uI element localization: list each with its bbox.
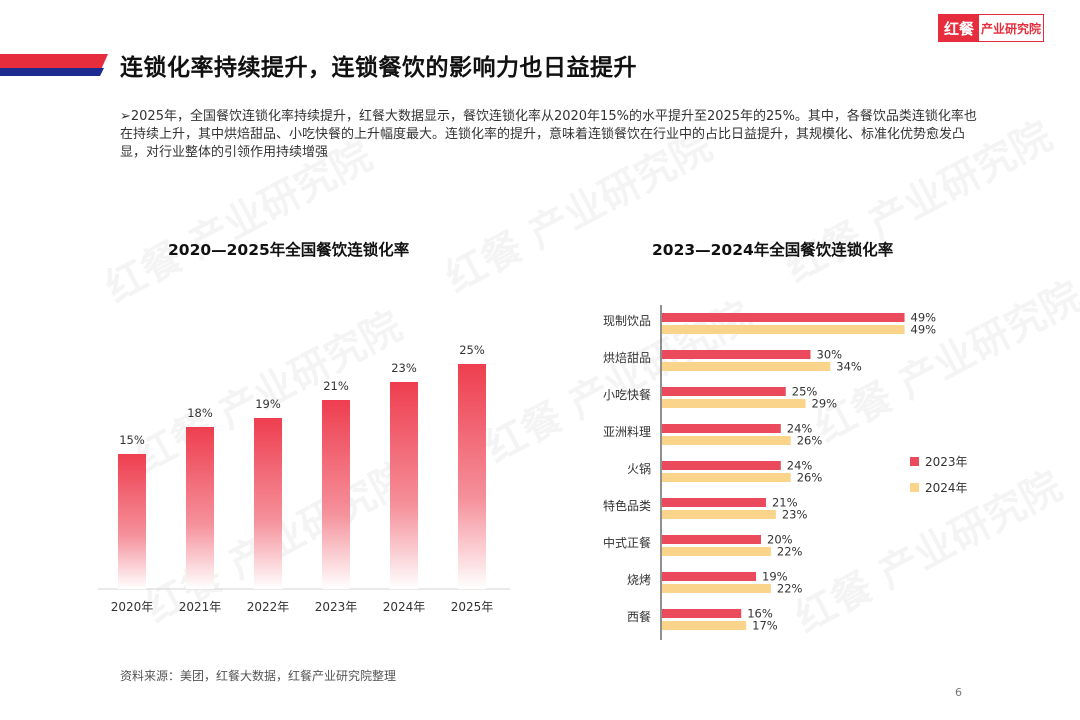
bar-2023年 xyxy=(662,609,742,618)
bar-value-label: 23% xyxy=(782,508,808,522)
bar-2024年 xyxy=(662,547,771,556)
summary-text: ➢2025年，全国餐饮连锁化率持续提升，红餐大数据显示，餐饮连锁化率从2020年… xyxy=(120,109,977,160)
legend-item-2023: 2023年 xyxy=(910,452,968,470)
bar-2023年 xyxy=(662,350,811,359)
chart-title-right: 2023—2024年全国餐饮连锁化率 xyxy=(652,241,894,259)
bar-value-label: 49% xyxy=(911,323,937,337)
bar-2023年 xyxy=(662,498,766,507)
bar-value-label: 24% xyxy=(787,459,813,473)
bar-2023年 xyxy=(662,535,761,544)
category-label: 特色品类 xyxy=(603,498,651,513)
title-accent-bar xyxy=(0,54,108,76)
chart-title-left: 2020—2025年全国餐饮连锁化率 xyxy=(168,241,410,259)
bar-value-label: 25% xyxy=(459,343,485,357)
category-label: 西餐 xyxy=(627,609,651,624)
x-tick-label: 2023年 xyxy=(315,600,358,614)
x-tick-label: 2021年 xyxy=(179,600,222,614)
bar-value-label: 30% xyxy=(817,348,843,362)
bar xyxy=(458,364,486,589)
legend-swatch-2023 xyxy=(910,456,919,466)
chart-legend: 2023年 2024年 xyxy=(910,452,968,504)
bar-value-label: 22% xyxy=(777,545,803,559)
bar-2023年 xyxy=(662,461,781,470)
bar-value-label: 21% xyxy=(772,496,798,510)
bar-2023年 xyxy=(662,572,757,581)
bar-value-label: 20% xyxy=(767,533,793,547)
bar-value-label: 24% xyxy=(787,422,813,436)
brand-logo: 红餐 产业研究院 xyxy=(938,14,1044,42)
category-label: 火锅 xyxy=(627,461,651,476)
bar-value-label: 17% xyxy=(752,619,778,633)
bar-2024年 xyxy=(662,325,905,334)
bar-2024年 xyxy=(662,584,771,593)
bar-2023年 xyxy=(662,424,781,433)
bar xyxy=(254,418,282,589)
bar-value-label: 16% xyxy=(747,607,773,621)
bar-2024年 xyxy=(662,621,747,630)
bar-2024年 xyxy=(662,436,791,445)
bar-value-label: 18% xyxy=(187,406,213,420)
bar-2024年 xyxy=(662,510,776,519)
bar-value-label: 21% xyxy=(323,379,349,393)
category-label: 小吃快餐 xyxy=(603,387,651,402)
logo-text: 产业研究院 xyxy=(980,21,1041,36)
bar xyxy=(390,382,418,589)
page-title: 连锁化率持续提升，连锁餐饮的影响力也日益提升 xyxy=(120,55,637,81)
bar-2023年 xyxy=(662,313,905,322)
bar xyxy=(186,427,214,589)
category-label: 中式正餐 xyxy=(603,535,651,550)
logo-mark: 红餐 xyxy=(939,15,979,41)
data-source-note: 资料来源：美团，红餐大数据，红餐产业研究院整理 xyxy=(120,669,397,683)
bar-value-label: 49% xyxy=(911,311,937,325)
bar-value-label: 15% xyxy=(119,433,145,447)
bar-value-label: 29% xyxy=(812,397,838,411)
legend-label-2024: 2024年 xyxy=(925,480,968,495)
bar xyxy=(322,400,350,589)
bar-2024年 xyxy=(662,362,831,371)
legend-swatch-2024 xyxy=(910,482,919,492)
bar-value-label: 23% xyxy=(391,361,417,375)
page-number: 6 xyxy=(955,686,962,699)
x-tick-label: 2022年 xyxy=(247,600,290,614)
legend-item-2024: 2024年 xyxy=(910,478,968,496)
bar-2024年 xyxy=(662,473,791,482)
x-tick-label: 2020年 xyxy=(111,600,154,614)
bar-value-label: 26% xyxy=(797,471,823,485)
bar-value-label: 34% xyxy=(836,360,862,374)
category-label: 烧烤 xyxy=(627,572,651,587)
category-label: 现制饮品 xyxy=(603,314,651,328)
bar xyxy=(118,454,146,589)
bar-2023年 xyxy=(662,387,786,396)
bar-value-label: 22% xyxy=(777,582,803,596)
bar-value-label: 26% xyxy=(797,434,823,448)
bar-2024年 xyxy=(662,399,806,408)
category-label: 烘焙甜品 xyxy=(603,350,651,365)
bar-value-label: 25% xyxy=(792,385,818,399)
x-tick-label: 2025年 xyxy=(451,600,494,614)
category-label: 亚洲料理 xyxy=(603,425,651,439)
bar-value-label: 19% xyxy=(762,570,788,584)
bar-value-label: 19% xyxy=(255,397,281,411)
x-tick-label: 2024年 xyxy=(383,600,426,614)
legend-label-2023: 2023年 xyxy=(925,454,968,469)
